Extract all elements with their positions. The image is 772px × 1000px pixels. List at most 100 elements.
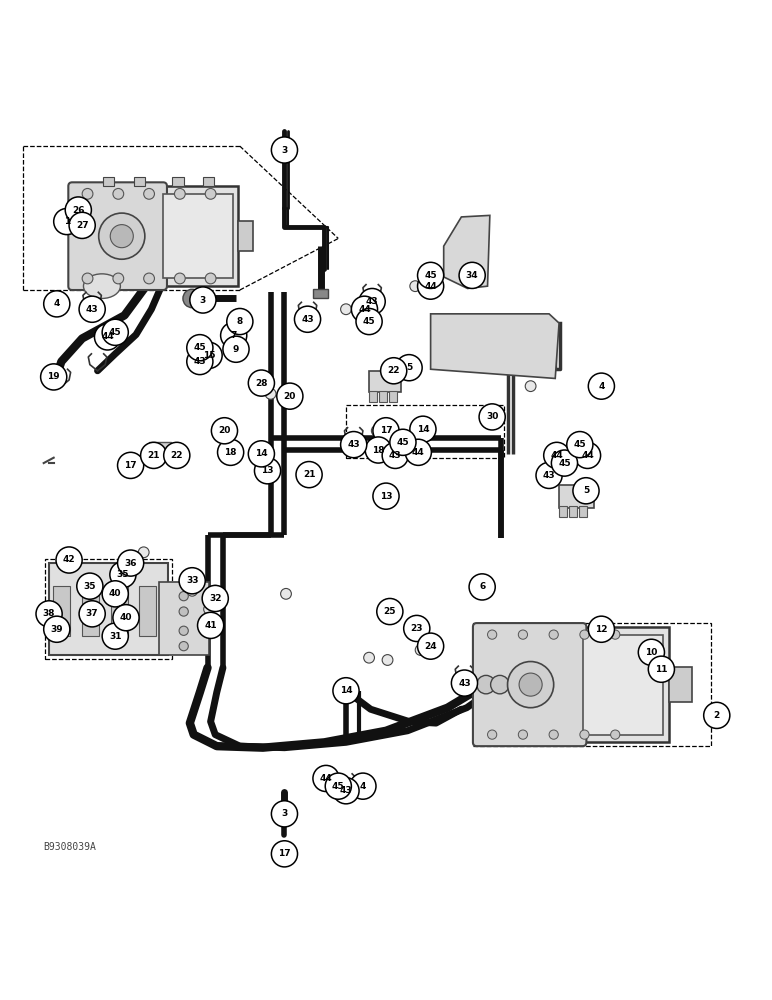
Text: 43: 43 xyxy=(86,305,99,314)
Circle shape xyxy=(198,612,224,638)
Text: 13: 13 xyxy=(261,466,274,475)
Circle shape xyxy=(174,273,185,284)
Bar xyxy=(559,506,567,517)
Circle shape xyxy=(382,435,393,445)
Bar xyxy=(159,582,209,655)
Circle shape xyxy=(371,425,382,436)
Circle shape xyxy=(123,458,134,468)
Text: 40: 40 xyxy=(109,589,121,598)
Circle shape xyxy=(56,547,82,573)
Text: 43: 43 xyxy=(366,297,378,306)
Circle shape xyxy=(179,607,188,616)
Circle shape xyxy=(187,348,213,375)
Text: 32: 32 xyxy=(209,594,222,603)
Text: 44: 44 xyxy=(101,332,114,341)
Bar xyxy=(163,194,232,278)
Circle shape xyxy=(102,581,128,607)
Bar xyxy=(46,559,172,659)
Text: 6: 6 xyxy=(479,582,486,591)
Circle shape xyxy=(333,678,359,704)
Text: 43: 43 xyxy=(458,679,471,688)
Text: 4: 4 xyxy=(598,382,604,391)
Text: 38: 38 xyxy=(42,609,56,618)
Bar xyxy=(559,485,594,508)
Circle shape xyxy=(477,675,495,694)
Circle shape xyxy=(536,462,562,488)
Text: 40: 40 xyxy=(120,613,132,622)
Circle shape xyxy=(150,448,161,459)
Text: 3: 3 xyxy=(281,146,288,155)
Text: 20: 20 xyxy=(283,392,296,401)
Circle shape xyxy=(294,306,320,332)
Text: 31: 31 xyxy=(109,632,121,641)
Circle shape xyxy=(79,601,105,627)
Bar xyxy=(238,221,253,251)
Circle shape xyxy=(174,188,185,199)
Bar xyxy=(103,177,114,186)
Polygon shape xyxy=(431,314,559,378)
Circle shape xyxy=(567,432,593,458)
Circle shape xyxy=(208,346,218,357)
FancyBboxPatch shape xyxy=(473,623,587,746)
Text: 44: 44 xyxy=(412,448,425,457)
Text: 45: 45 xyxy=(397,438,409,447)
Circle shape xyxy=(488,730,496,739)
Bar xyxy=(134,177,145,186)
Text: 42: 42 xyxy=(63,555,76,564)
Bar xyxy=(579,506,587,517)
Text: 12: 12 xyxy=(595,625,608,634)
Text: 36: 36 xyxy=(124,559,137,568)
Bar xyxy=(379,391,387,402)
Circle shape xyxy=(588,616,615,642)
Circle shape xyxy=(382,655,393,665)
Circle shape xyxy=(415,645,426,655)
Circle shape xyxy=(518,730,527,739)
Circle shape xyxy=(638,639,665,665)
Circle shape xyxy=(249,370,275,396)
Bar xyxy=(389,391,397,402)
Bar xyxy=(49,563,168,655)
Circle shape xyxy=(410,281,421,292)
Circle shape xyxy=(266,388,276,399)
Bar xyxy=(233,342,239,357)
Text: 27: 27 xyxy=(76,221,89,230)
Text: 44: 44 xyxy=(581,451,594,460)
Circle shape xyxy=(110,225,134,248)
Text: 5: 5 xyxy=(406,363,412,372)
Circle shape xyxy=(254,447,265,458)
Text: 22: 22 xyxy=(388,366,400,375)
Circle shape xyxy=(76,573,103,599)
Bar xyxy=(477,627,669,742)
Circle shape xyxy=(255,458,280,484)
Text: 43: 43 xyxy=(543,471,555,480)
Circle shape xyxy=(325,773,351,799)
Circle shape xyxy=(179,592,188,601)
Bar xyxy=(669,667,692,702)
Circle shape xyxy=(313,765,339,792)
Circle shape xyxy=(507,662,554,708)
Text: 3: 3 xyxy=(281,809,288,818)
Circle shape xyxy=(351,296,378,322)
Text: 45: 45 xyxy=(194,343,206,352)
Circle shape xyxy=(41,364,66,390)
Circle shape xyxy=(704,702,730,728)
Bar xyxy=(583,635,663,735)
Circle shape xyxy=(272,801,297,827)
Circle shape xyxy=(373,483,399,509)
Circle shape xyxy=(404,615,430,642)
Text: 35: 35 xyxy=(83,582,96,591)
Circle shape xyxy=(452,670,478,696)
Bar xyxy=(369,391,377,402)
Bar xyxy=(172,177,184,186)
Circle shape xyxy=(381,358,407,384)
Circle shape xyxy=(551,450,577,476)
Circle shape xyxy=(491,675,509,694)
Bar xyxy=(127,460,134,475)
Circle shape xyxy=(356,308,382,335)
Circle shape xyxy=(280,588,291,599)
Bar xyxy=(82,586,99,636)
Text: 44: 44 xyxy=(358,305,371,314)
Circle shape xyxy=(183,289,201,308)
Circle shape xyxy=(410,416,436,442)
Bar xyxy=(149,442,171,455)
